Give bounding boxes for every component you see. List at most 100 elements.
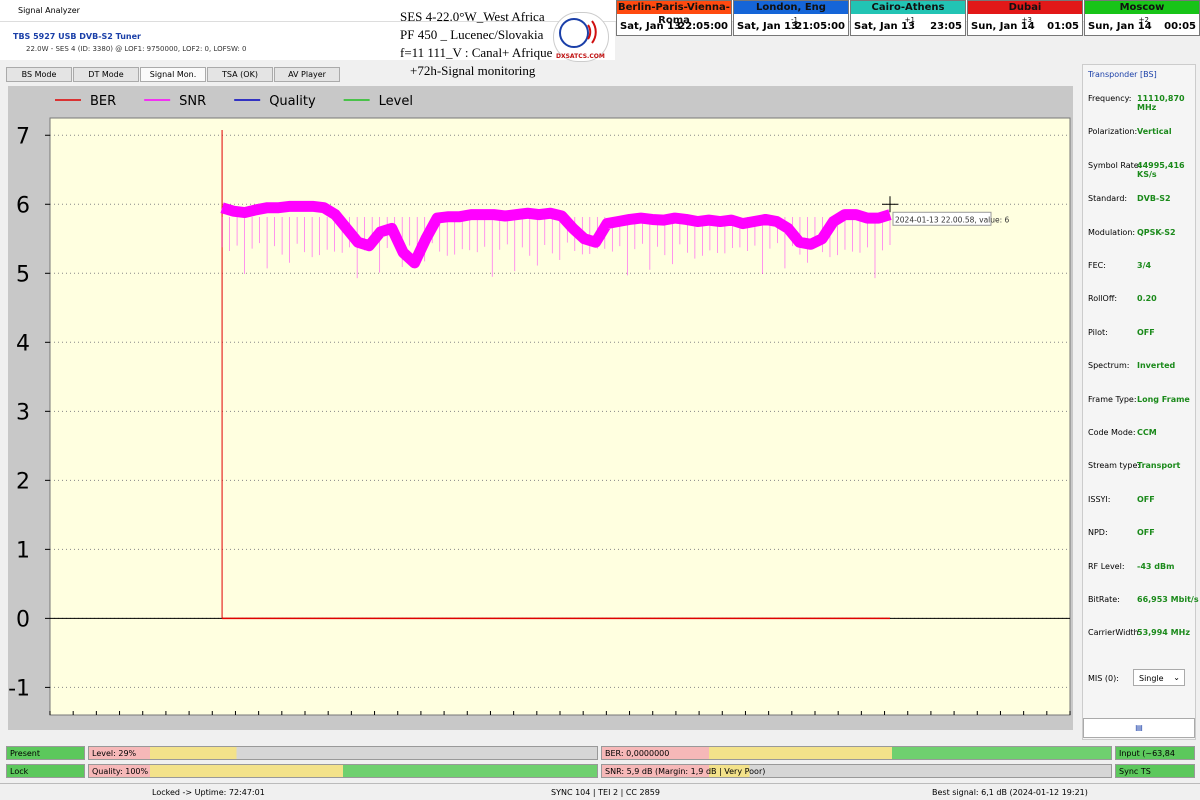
field-label: ISSYI: <box>1088 494 1111 504</box>
legend-label: BER <box>90 94 116 109</box>
header: TBS 5927 USB DVB-S2 Tuner 22.0W - SES 4 … <box>0 22 615 60</box>
present-indicator: Present <box>6 746 85 760</box>
overlay-line: SES 4-22.0°W_West Africa <box>400 9 545 24</box>
field-label: Frame Type: <box>1088 394 1137 404</box>
transponder-panel: Transponder [BS] <box>1082 64 1196 740</box>
field-label: Spectrum: <box>1088 361 1130 371</box>
field-label: Stream type: <box>1088 461 1141 471</box>
field-label: Frequency: <box>1088 94 1132 103</box>
field-label: BitRate: <box>1088 595 1120 604</box>
field-value: OFF <box>1137 327 1155 337</box>
snr-bar: SNR: 5,9 dB (Margin: 1,9 dB | Very Poor) <box>601 764 1112 778</box>
quality-bar: Quality: 100% <box>88 764 598 778</box>
tab[interactable]: TSA (OK) <box>207 67 273 82</box>
overlay-text: SES 4-22.0°W_West Africa PF 450 _ Lucenec… <box>400 8 552 80</box>
field-label: Standard: <box>1088 194 1128 204</box>
field-label: RF Level: <box>1088 561 1125 571</box>
mis-label: MIS (0): <box>1088 674 1119 683</box>
field-value: QPSK-S2 <box>1137 227 1176 237</box>
field-value: CCM <box>1137 428 1157 437</box>
legend-label: Quality <box>269 94 316 109</box>
clock: London, Eng Sat, Jan 13 -1 21:05:00 <box>733 0 849 36</box>
clock-time: 01:05 <box>1047 21 1079 32</box>
field-label: RollOff: <box>1088 294 1118 304</box>
y-tick-label: 2 <box>16 469 30 494</box>
plot-area <box>49 117 1071 716</box>
mis-select[interactable]: Single ⌄ <box>1133 669 1185 686</box>
level-bar: Level: 29% <box>88 746 598 760</box>
footer-sync: SYNC 104 | TEI 2 | CC 2859 <box>551 788 660 797</box>
field-value: Long Frame <box>1137 394 1190 404</box>
field-value: 11110,870 MHz <box>1137 94 1185 112</box>
clock-time: 22:05:00 <box>678 21 728 32</box>
clock-date: Sat, Jan 13 <box>737 21 798 32</box>
ber-bar: BER: 0,0000000 <box>601 746 1112 760</box>
field-label: Polarization: <box>1088 127 1138 137</box>
field-value: 0.20 <box>1137 294 1157 304</box>
field-label: CarrierWidth: <box>1088 628 1142 638</box>
field-value: 53,994 MHz <box>1137 628 1190 638</box>
field-value: Transport <box>1137 461 1181 471</box>
sync-indicator: Sync TS <box>1115 764 1195 778</box>
clock-time: 23:05 <box>930 21 962 32</box>
tab[interactable]: DT Mode <box>73 67 139 82</box>
y-tick-label: 0 <box>16 607 30 632</box>
field-label: Pilot: <box>1088 327 1108 337</box>
clock-city: Moscow <box>1085 1 1199 14</box>
clock-city: Berlin-Paris-Vienna-Roma <box>617 1 731 26</box>
device-name: TBS 5927 USB DVB-S2 Tuner <box>13 32 141 41</box>
field-value: DVB-S2 <box>1137 194 1171 204</box>
panel-button[interactable]: ▤ <box>1083 718 1195 738</box>
field-value: Inverted <box>1137 361 1176 371</box>
window-title: Signal Analyzer <box>18 6 80 15</box>
footer-best: Best signal: 6,1 dB (2024-01-12 19:21) <box>932 788 1088 797</box>
chart: -1 0 1 2 3 4 5 6 7 BER SNR Quality Level 2024-01-13 2… <box>8 86 1073 730</box>
clock-offset: +3 <box>1021 16 1032 24</box>
clock-time: 21:05:00 <box>795 21 845 32</box>
clock-date: Sat, Jan 13 <box>854 21 915 32</box>
field-value: Vertical <box>1137 127 1172 137</box>
footer-uptime: Locked -> Uptime: 72:47:01 <box>152 788 265 797</box>
logo-text: DXSATCS.COM <box>556 53 605 60</box>
device-details: 22.0W - SES 4 (ID: 3380) @ LOF1: 9750000… <box>26 45 247 53</box>
mis-value: Single <box>1139 674 1164 683</box>
field-value: OFF <box>1137 494 1155 504</box>
y-tick-label: 5 <box>16 262 30 287</box>
clock: Moscow Sun, Jan 14 +2 00:05 <box>1084 0 1200 36</box>
footer: Locked -> Uptime: 72:47:01 SYNC 104 | TE… <box>0 783 1200 800</box>
series-line <box>220 200 892 269</box>
clock: Cairo-Athens Sat, Jan 13 +1 23:05 <box>850 0 966 36</box>
clock-city: Cairo-Athens <box>851 1 965 14</box>
overlay-line: PF 450 _ Lucenec/Slovakia <box>400 27 544 42</box>
logo-graphic <box>559 18 597 48</box>
tooltip-box <box>892 211 992 226</box>
field-value: OFF <box>1137 528 1155 538</box>
logo: DXSATCS.COM <box>553 12 609 62</box>
overlay-line: f=11 111_V : Canal+ Afrique <box>400 45 553 60</box>
clock-date: Sun, Jan 14 <box>1088 21 1152 32</box>
tab[interactable]: AV Player <box>274 67 340 82</box>
legend-label: SNR <box>179 94 206 109</box>
y-tick-label: 7 <box>16 124 30 149</box>
overlay-line: +72h-Signal monitoring <box>410 63 536 78</box>
input-indicator: Input (~63,84 Mbps) <box>1115 746 1195 772</box>
y-tick-label: 3 <box>16 400 30 425</box>
tab[interactable]: Signal Mon. <box>140 67 206 82</box>
field-label: Modulation: <box>1088 227 1136 237</box>
field-value: -43 dBm <box>1137 561 1175 571</box>
field-label: NPD: <box>1088 528 1108 538</box>
y-tick-label: 6 <box>16 193 30 218</box>
clock: Dubai Sun, Jan 14 +3 01:05 <box>967 0 1083 36</box>
field-value: 3/4 <box>1137 261 1152 270</box>
y-tick-label: 1 <box>16 538 30 563</box>
clock-date: Sat, Jan 13 <box>620 21 681 32</box>
legend-label: Level <box>379 94 413 109</box>
clock-date: Sun, Jan 14 <box>971 21 1035 32</box>
clock-offset: -1 <box>791 16 798 24</box>
field-label: Code Mode: <box>1088 428 1136 437</box>
clock-city: Dubai <box>968 1 1082 14</box>
tab[interactable]: BS Mode <box>6 67 72 82</box>
clock-city: London, Eng <box>734 1 848 14</box>
field-value: 66,953 Mbit/s <box>1137 595 1199 604</box>
